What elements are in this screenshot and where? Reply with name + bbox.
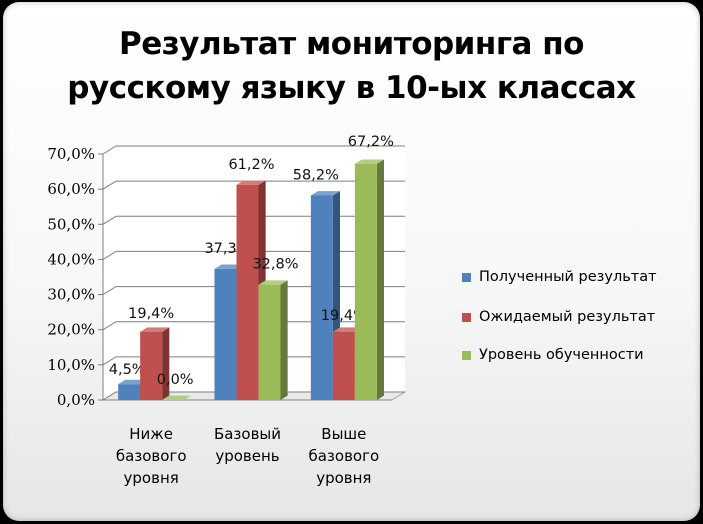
bar-top [310,191,340,196]
bar [354,159,384,400]
bar-top [332,327,362,332]
bar-front [118,384,141,400]
data-label: 58,2% [293,167,339,183]
chart-title-line-2: русскому языку в 10-ых классах [67,70,636,106]
bar-top [258,280,288,285]
chart-title-line-1: Результат мониторинга по [119,26,584,62]
bar-top [236,180,266,185]
legend-label-expected: Ожидаемый результат [479,309,656,325]
category-label-line: уровня [124,469,179,487]
data-label: 0,0% [157,372,194,388]
category-label-line: базового [116,447,187,465]
legend-label-learning: Уровень обученности [479,347,644,363]
legend-swatch-received [462,272,471,282]
legend-item-expected: Ожидаемый результат [462,306,702,328]
bar-top [354,159,384,164]
gridline [102,145,405,155]
category-label: Ниже базового уровня [116,425,187,487]
data-label: 19,4% [128,306,174,322]
bar-front [140,331,163,400]
y-tick-label: 20,0% [47,321,95,339]
category-label-line: Выше [321,425,366,443]
gridline [102,286,405,295]
bar-top [214,264,244,269]
bar-top [118,379,148,385]
bar-front [354,163,377,400]
legend-item-received: Полученный результат [462,266,702,288]
y-tick-label: 70,0% [47,145,95,163]
bar [140,327,170,400]
category-label-line: Ниже [129,425,173,443]
bar [258,280,288,400]
chart-title: Результат мониторинга по русскому языку … [0,22,703,110]
bar-front [236,184,259,400]
category-label-line: Базовый [214,425,281,443]
gridline [102,356,405,366]
y-tick-label: 10,0% [47,356,95,374]
category-label: Выше базового уровня [308,425,379,487]
y-tick-label: 40,0% [47,250,95,268]
category-label-line: уровень [215,447,279,465]
gridline [102,321,405,331]
data-label: 67,2% [348,134,394,150]
bar-side [376,159,384,400]
legend-item-learning: Уровень обученности [462,344,702,366]
data-label: 4,5% [109,362,146,378]
bar [162,395,192,400]
legend-swatch-expected [462,312,471,322]
category-label: Базовый уровень [214,425,281,465]
bar-top [140,327,170,332]
bar-side [280,280,288,400]
gridline [102,215,405,225]
data-label: 32,8% [252,257,298,273]
bar-front [258,284,281,400]
y-tick-label: 50,0% [47,215,95,233]
legend-swatch-learning [462,350,471,360]
data-label: 61,2% [228,157,274,173]
bar-front [332,331,355,400]
gridline [102,391,405,401]
legend-label-received: Полученный результат [479,269,657,285]
y-tick-label: 60,0% [47,180,95,198]
bar-front [214,268,237,400]
bar-front [310,195,333,400]
category-label-line: базового [308,447,379,465]
bar-side [162,327,170,400]
category-label-line: уровня [316,469,371,487]
y-tick-label: 30,0% [47,286,95,304]
y-tick-label: 0,0% [57,391,95,409]
bar-top [162,395,192,400]
gridline [102,250,405,260]
gridline [102,180,405,190]
